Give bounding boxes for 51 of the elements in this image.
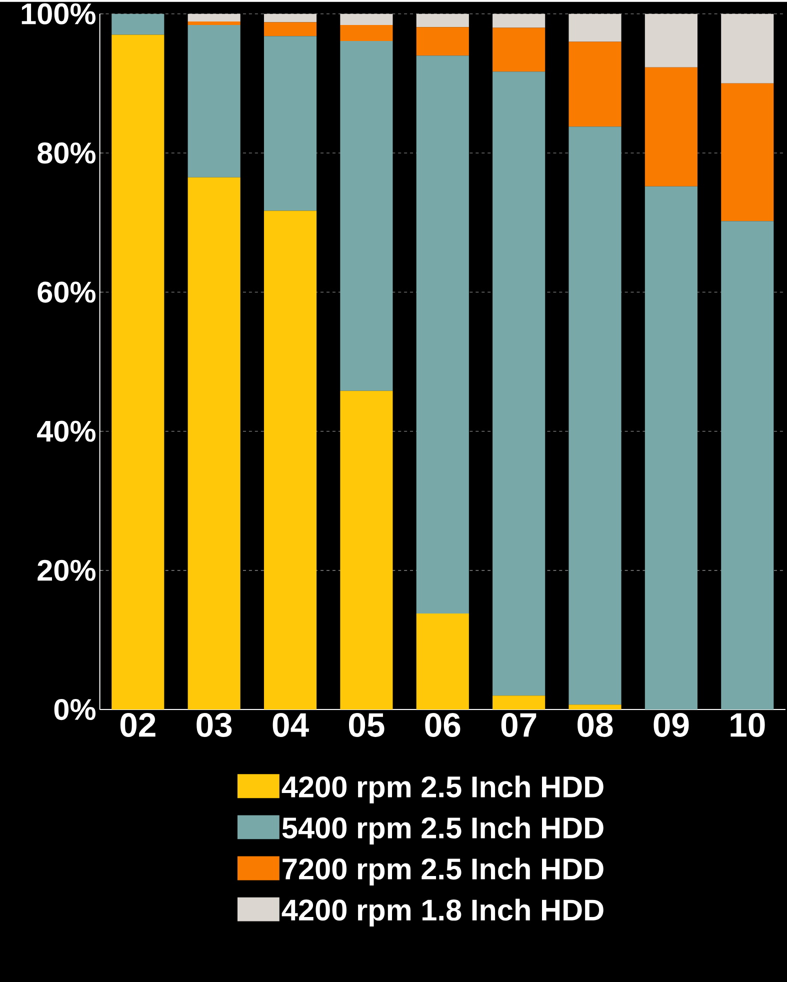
y-tick-label: 100%	[22, 3, 96, 24]
legend-label: 7200 rpm 2.5 Inch HDD	[282, 858, 604, 886]
bar	[568, 14, 622, 42]
x-tick-label: 09	[654, 713, 688, 737]
x-tick-label: 02	[120, 713, 156, 737]
bar	[340, 14, 393, 25]
x-tick-label: 04	[272, 713, 309, 737]
legend-label: 5400 rpm 2.5 Inch HDD	[282, 816, 604, 844]
legend-label: 4200 rpm 2.5 Inch HDD	[282, 776, 604, 804]
bar	[416, 56, 469, 614]
bar	[111, 34, 164, 710]
x-tick-label: 10	[730, 713, 765, 737]
x-tick-label: 06	[424, 713, 460, 737]
bar	[568, 704, 622, 710]
bar	[188, 25, 240, 178]
y-tick-label: 20%	[37, 560, 96, 581]
bar	[264, 36, 316, 211]
x-tick-label: 03	[196, 713, 232, 738]
bar	[644, 67, 698, 186]
y-tick-label: 0%	[54, 698, 96, 720]
bar	[264, 22, 316, 36]
y-tick-label: 60%	[37, 282, 96, 303]
bar	[416, 27, 469, 56]
x-tick-label: 05	[348, 713, 384, 737]
bar	[492, 72, 545, 696]
bar	[720, 14, 774, 84]
bar	[188, 177, 240, 710]
bar	[492, 28, 545, 72]
bar	[264, 14, 316, 22]
bar	[568, 126, 622, 705]
bar	[492, 696, 545, 710]
bar	[340, 390, 393, 710]
bar	[111, 14, 164, 35]
bar	[720, 83, 774, 222]
bar	[416, 614, 469, 710]
bar	[188, 22, 240, 25]
bar	[340, 41, 393, 391]
bar	[720, 221, 774, 710]
x-tick-label: 08	[577, 713, 613, 737]
bar	[644, 14, 698, 68]
bar	[492, 14, 545, 28]
bar	[568, 42, 622, 127]
bar	[340, 25, 393, 41]
bar	[644, 186, 698, 710]
bar	[416, 14, 469, 28]
y-tick-label: 80%	[37, 142, 96, 164]
legend-label: 4200 rpm 1.8 Inch HDD	[282, 898, 604, 927]
x-tick-label: 07	[501, 713, 536, 737]
y-tick-label: 40%	[36, 420, 96, 442]
bar	[264, 210, 316, 710]
bar	[188, 14, 240, 22]
